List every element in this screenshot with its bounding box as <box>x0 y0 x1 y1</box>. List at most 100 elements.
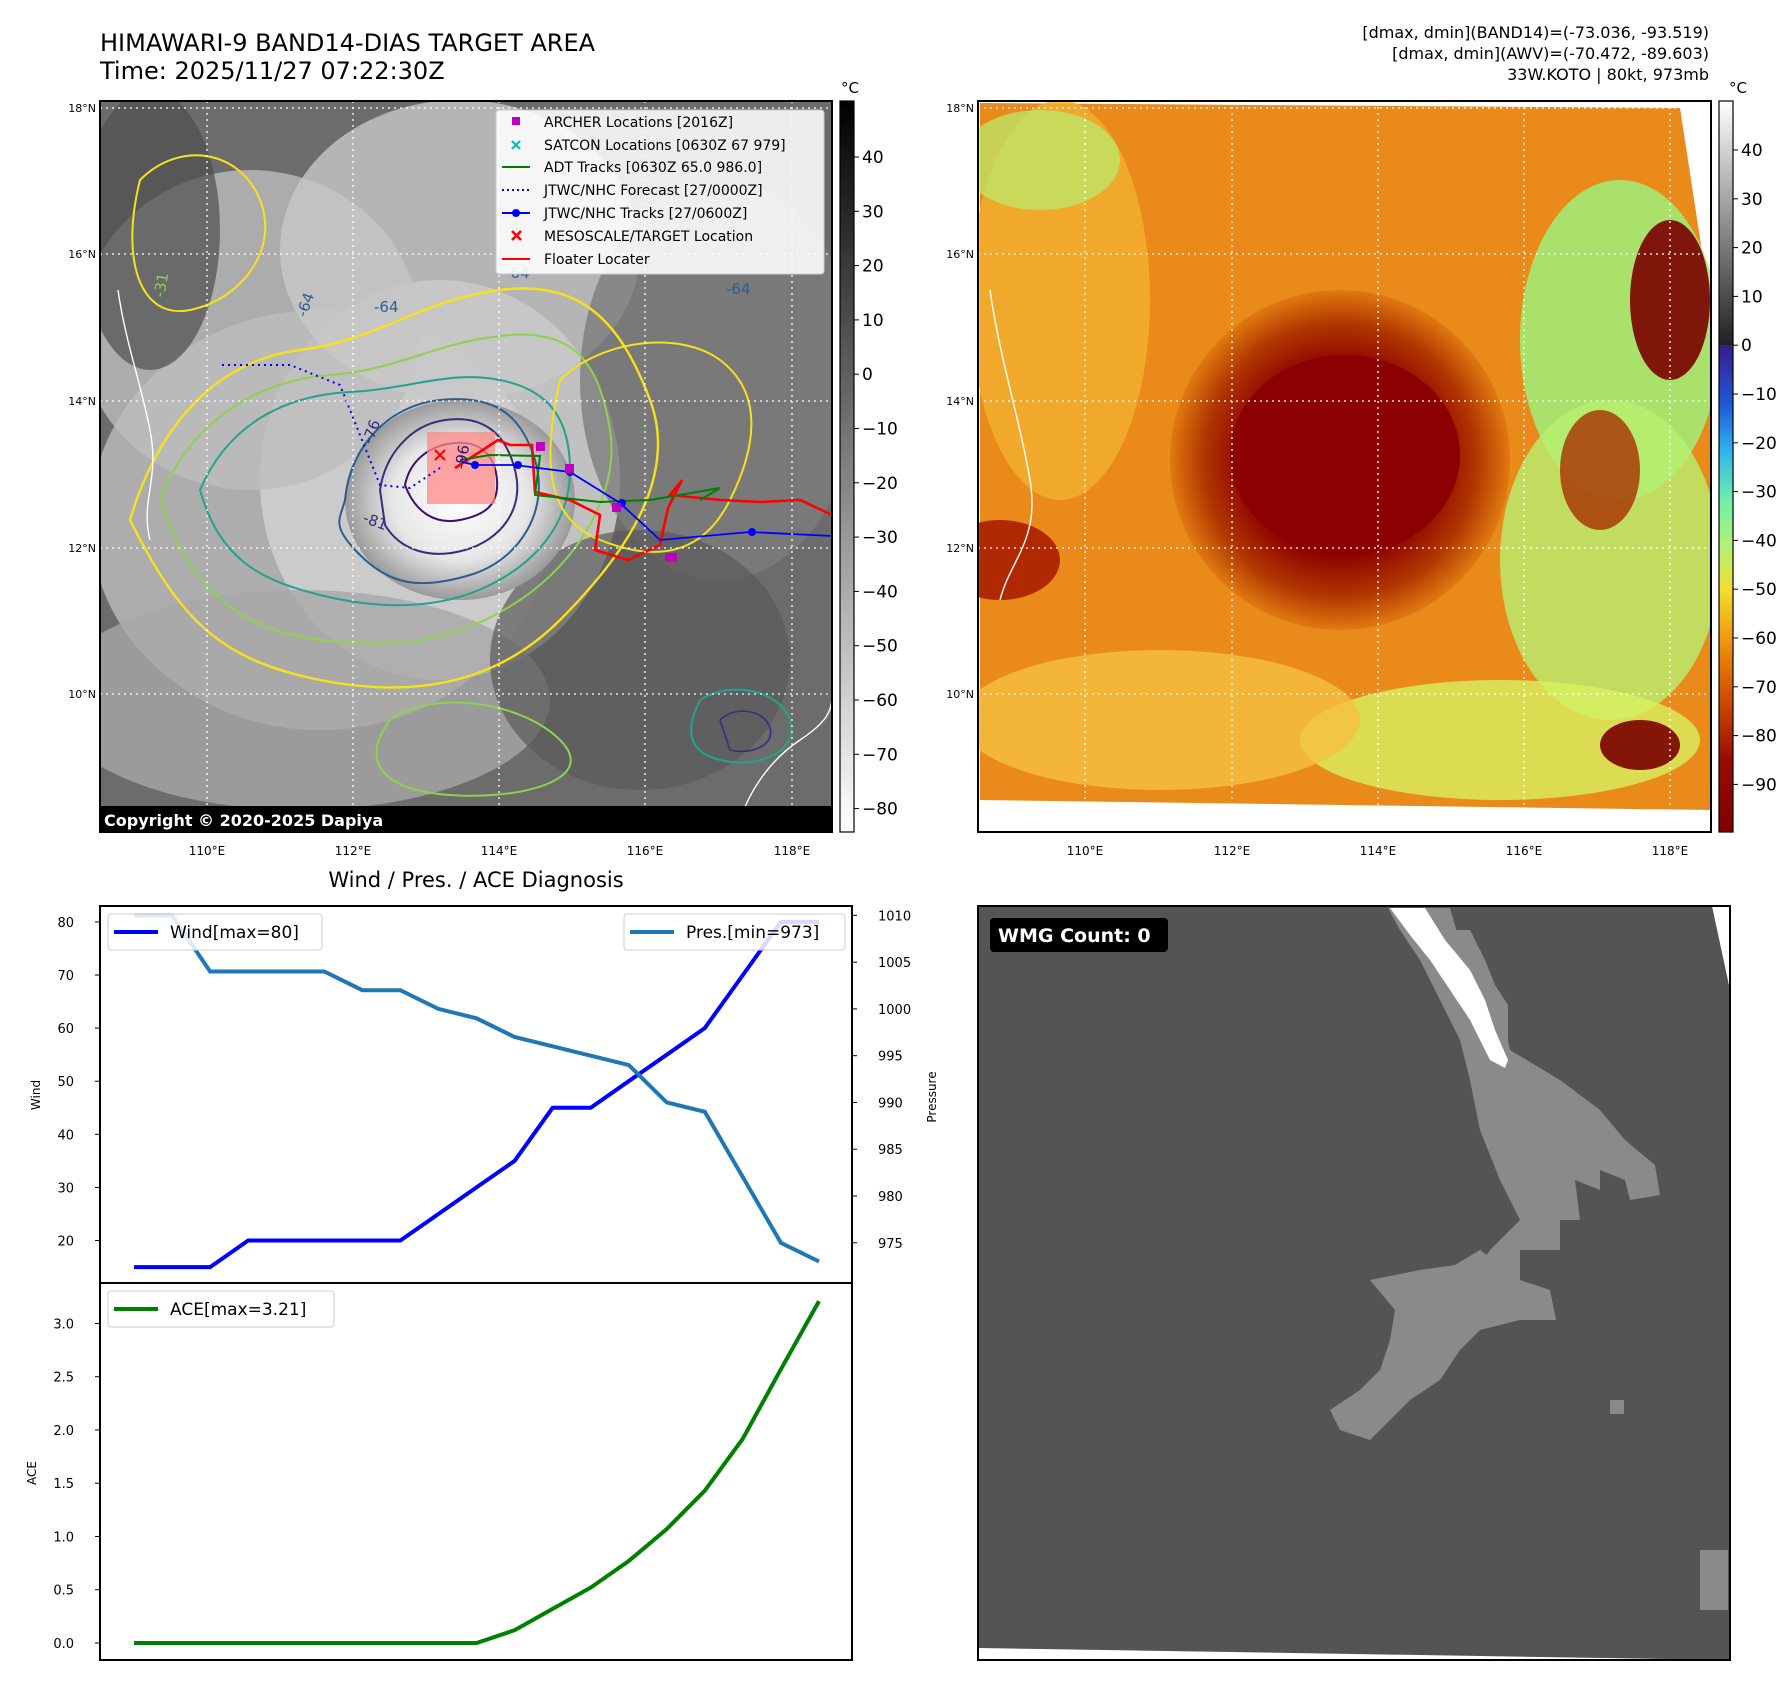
legend-entry: JTWC/NHC Forecast [27/0000Z] <box>543 183 763 199</box>
y-tick-label: 50 <box>57 1075 74 1090</box>
chart-frame <box>99 905 853 1284</box>
wind-legend-label: Wind[max=80] <box>170 923 299 943</box>
legend-entry: Floater Locater <box>544 252 650 268</box>
y-tick-label: 3.0 <box>53 1317 74 1332</box>
colorbar-unit: °C <box>841 79 859 97</box>
diagnosis-chart-title: Wind / Pres. / ACE Diagnosis <box>328 868 623 892</box>
contour-label: -64 <box>374 298 399 316</box>
colorbar-tick-label: 0 <box>862 365 873 385</box>
colorbar-tick-label: −30 <box>1741 483 1777 503</box>
map-frame <box>99 100 833 833</box>
wind-pressure-chart: 80 70 60 50 40 30 20 1010 1005 1000 995 990 985 980 97… <box>57 905 911 1284</box>
colorbar-tick-label: −60 <box>862 691 898 711</box>
colorbar-tick-label: −80 <box>1741 727 1777 747</box>
lon-tick-label: 116°E <box>1506 844 1543 858</box>
pressure-series-line <box>134 913 820 1264</box>
contour-label: -31 <box>150 271 172 298</box>
y-tick-label: 80 <box>57 916 74 931</box>
y-tick-label: 1.0 <box>53 1530 74 1545</box>
wind-axis-label: Wind <box>29 1080 43 1110</box>
pressure-legend-label: Pres.[min=973] <box>686 923 819 943</box>
ace-series-line <box>134 1300 821 1645</box>
lat-tick-label: 14°N <box>68 395 96 408</box>
colorbar-tick-label: 30 <box>862 202 884 222</box>
colorbar-tick-label: −70 <box>1741 678 1777 698</box>
mesoscale-legend-icon <box>511 230 522 241</box>
colorbar-tick-label: 20 <box>862 257 884 277</box>
colorbar-tick-label: 20 <box>1741 239 1763 259</box>
lon-tick-label: 118°E <box>1652 844 1689 858</box>
floater-locater-track <box>454 438 832 562</box>
colorbar-tick-label: −20 <box>862 474 898 494</box>
colorbar-tick-label: 0 <box>1741 336 1752 356</box>
pressure-legend <box>623 913 846 951</box>
y2-tick-label: 990 <box>878 1096 903 1111</box>
colorbar-tick-label: −80 <box>862 800 898 820</box>
legend-entry: MESOSCALE/TARGET Location <box>544 229 753 245</box>
wmg-white-region <box>1390 908 1508 1068</box>
y-tick-label: 0.5 <box>53 1584 74 1599</box>
info-line: [dmax, dmin](BAND14)=(-73.036, -93.519) <box>1362 23 1709 42</box>
y-tick-label: 40 <box>57 1128 74 1143</box>
ace-legend <box>107 1290 335 1328</box>
map-frame <box>977 100 1712 833</box>
y-tick-label: 2.0 <box>53 1424 74 1439</box>
jtwc-forecast-track <box>222 364 441 490</box>
y2-tick-label: 995 <box>878 1050 903 1065</box>
colorbar-tick-label: −10 <box>1741 385 1777 405</box>
info-line: 33W.KOTO | 80kt, 973mb <box>1507 65 1709 84</box>
lon-tick-label: 112°E <box>335 844 372 858</box>
wmg-panel: WMG Count: 0 <box>977 905 1731 1661</box>
colorbar-tick-label: −90 <box>1741 775 1777 795</box>
lat-tick-label: 12°N <box>68 542 96 555</box>
y-tick-label: 2.5 <box>53 1371 74 1386</box>
info-line: [dmax, dmin](AWV)=(-70.472, -89.603) <box>1392 44 1709 63</box>
colorbar-right: °C 40 30 20 10 0 −10 −20 −30 −40 −50 −60 −70 −80 −90 <box>1718 79 1777 833</box>
contour-label: -64 <box>726 280 751 298</box>
colorbar-tick-label: −50 <box>1741 580 1777 600</box>
y2-tick-label: 985 <box>878 1143 903 1158</box>
ace-legend-label: ACE[max=3.21] <box>170 1300 306 1320</box>
wmg-frame <box>977 905 1731 1661</box>
legend-entry: JTWC/NHC Tracks [27/0600Z] <box>543 206 747 222</box>
y-tick-label: 70 <box>57 969 74 984</box>
y2-tick-label: 975 <box>878 1237 903 1252</box>
lon-tick-label: 110°E <box>189 844 226 858</box>
y2-tick-label: 1000 <box>878 1003 911 1018</box>
y2-tick-label: 1005 <box>878 956 911 971</box>
lon-tick-label: 112°E <box>1214 844 1251 858</box>
ace-chart: 3.0 2.5 2.0 1.5 1.0 0.5 0.0 ACE[max=3.21] <box>53 1282 853 1661</box>
wmg-gray-region <box>1388 908 1660 1320</box>
map-axis-labels: 18°N 18°N 16°N 16°N 14°N 14°N 12°N 12°N 10°N 10°N… <box>68 102 1688 858</box>
lat-tick-label: 14°N <box>946 395 974 408</box>
y2-tick-label: 1010 <box>878 909 911 924</box>
y-tick-label: 0.0 <box>53 1637 74 1652</box>
y-tick-label: 30 <box>57 1181 74 1196</box>
y-tick-label: 60 <box>57 1022 74 1037</box>
colorbar-tick-label: 40 <box>862 148 884 168</box>
wind-legend <box>107 913 323 951</box>
wmg-background <box>978 906 1730 1660</box>
cloud-field: -31 -64 -64 -64 -76 -81 -96 -64 <box>100 101 832 832</box>
satcon-legend-icon <box>511 140 521 150</box>
lat-tick-label: 18°N <box>68 102 96 115</box>
archer-points <box>536 442 677 562</box>
y-tick-label: 20 <box>57 1235 74 1250</box>
lat-tick-label: 16°N <box>68 248 96 261</box>
colorbar-tick-label: 10 <box>1741 287 1763 307</box>
wind-series-line <box>134 919 819 1270</box>
colorbar-tick-label: −40 <box>862 582 898 602</box>
lat-tick-label: 12°N <box>946 542 974 555</box>
copyright-bar <box>100 806 832 832</box>
colorbar-left: °C 40 30 20 10 0 −10 −20 −30 −40 −50 −60 −70 −80 <box>839 79 898 833</box>
mesoscale-target-marker <box>434 449 446 461</box>
colorbar-tick-label: −70 <box>862 745 898 765</box>
colorbar-unit: °C <box>1729 79 1747 97</box>
wmg-count-label: WMG Count: 0 <box>998 925 1151 947</box>
contour-label: -96 <box>451 443 473 470</box>
ace-axis-label: ACE <box>25 1461 39 1485</box>
y2-tick-label: 980 <box>878 1190 903 1205</box>
legend-entry: SATCON Locations [0630Z 67 979] <box>544 138 786 154</box>
colorbar-tick-label: −40 <box>1741 531 1777 551</box>
adt-track <box>459 453 721 504</box>
